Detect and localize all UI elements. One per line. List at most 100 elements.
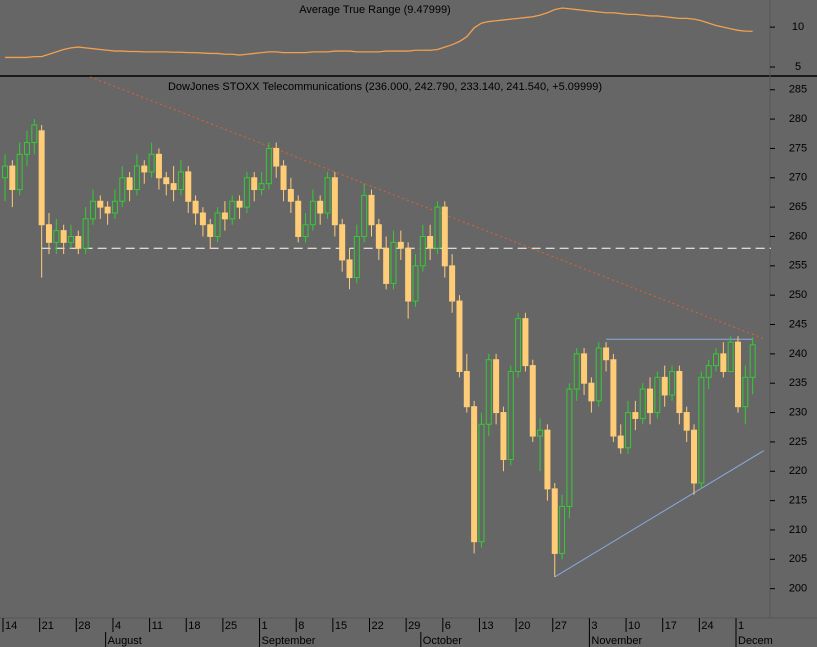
y-tick-label: 230: [789, 406, 807, 418]
month-label: November: [591, 635, 642, 647]
y-tick-label: 10: [792, 21, 804, 33]
candle-body: [529, 365, 536, 437]
candle-body: [390, 241, 397, 284]
candle-body: [551, 488, 558, 554]
candle-body: [192, 200, 199, 214]
candle-body: [104, 206, 111, 214]
y-tick-label: 245: [789, 318, 807, 330]
candle-body: [522, 318, 529, 367]
candle-body: [214, 212, 221, 237]
candle-body: [610, 359, 617, 437]
candle-body: [661, 376, 668, 396]
candle-body: [9, 165, 16, 191]
candle-body: [148, 153, 155, 173]
candle-body: [441, 206, 448, 267]
month-label: October: [423, 635, 462, 647]
candle-body: [45, 224, 52, 243]
y-tick-label: 220: [789, 465, 807, 477]
candle-body: [67, 235, 74, 243]
candle-body: [412, 265, 419, 302]
candle-body: [669, 370, 676, 396]
candle-body: [720, 353, 727, 372]
month-label: September: [262, 635, 316, 647]
x-tick-label: 18: [188, 620, 200, 632]
candle-body: [324, 177, 331, 214]
candle-body: [705, 365, 712, 378]
candle-body: [236, 200, 243, 208]
candle-body: [683, 412, 690, 431]
y-tick-label: 270: [789, 172, 807, 184]
candle-body: [97, 200, 104, 208]
candle-body: [573, 353, 580, 390]
candle-body: [698, 376, 705, 484]
x-tick-label: 11: [152, 620, 163, 632]
candle-body: [177, 171, 184, 191]
candle-body: [31, 124, 38, 144]
candle-body: [603, 347, 610, 361]
y-tick-label: 225: [789, 436, 807, 448]
candle-body: [133, 165, 140, 191]
candle-body: [485, 359, 492, 425]
candle-body: [243, 177, 250, 208]
candle-body: [111, 200, 118, 214]
x-tick-label: 28: [78, 620, 90, 632]
candle-body: [735, 341, 741, 408]
y-tick-label: 250: [789, 289, 807, 301]
candle-body: [625, 412, 632, 449]
candle-body: [544, 429, 551, 490]
candle-body: [471, 406, 478, 543]
atr-title: Average True Range (9.47999): [299, 4, 450, 16]
y-tick-label: 260: [789, 230, 807, 242]
y-tick-label: 265: [789, 201, 807, 213]
candle-body: [60, 230, 67, 243]
candle-body: [199, 212, 206, 226]
candle-body: [170, 183, 177, 191]
candle-body: [265, 147, 272, 185]
candle-body: [427, 235, 434, 249]
candle-body: [2, 165, 8, 179]
y-tick-label: 235: [789, 377, 807, 389]
candle-body: [89, 200, 96, 220]
candle-body: [749, 344, 756, 378]
candle-body: [119, 177, 126, 202]
candle-body: [38, 130, 45, 226]
candle-body: [691, 429, 698, 484]
candle-body: [632, 412, 639, 419]
y-tick-label: 5: [795, 61, 801, 73]
candle-body: [229, 200, 236, 220]
candle-body: [75, 235, 82, 249]
candle-body: [595, 347, 602, 402]
candle-body: [419, 235, 426, 267]
candle-body: [163, 177, 170, 185]
candle-body: [742, 376, 749, 408]
candle-body: [53, 230, 60, 243]
x-tick-label: 20: [518, 620, 530, 632]
candle-body: [280, 165, 287, 191]
candle-body: [295, 200, 302, 237]
candle-body: [126, 177, 133, 191]
candle-body: [654, 376, 661, 414]
candle-body: [302, 224, 309, 237]
x-tick-label: 3: [591, 620, 597, 632]
candle-body: [493, 359, 500, 414]
x-tick-label: 1: [738, 620, 744, 632]
candle-body: [185, 171, 192, 202]
candle-body: [353, 235, 360, 279]
candle-body: [251, 177, 258, 191]
atr-line: [5, 7, 753, 59]
x-tick-label: 27: [555, 620, 567, 632]
y-tick-label: 240: [789, 348, 807, 360]
x-tick-label: 14: [5, 620, 17, 632]
month-label: August: [108, 635, 142, 647]
candle-body: [647, 388, 654, 414]
x-tick-label: 17: [665, 620, 677, 632]
candle-body: [331, 177, 338, 226]
candle-body: [676, 370, 683, 414]
x-tick-label: 15: [335, 620, 347, 632]
x-tick-label: 4: [115, 620, 121, 632]
x-tick-label: 1: [262, 620, 268, 632]
candle-body: [515, 318, 522, 372]
candle-body: [397, 241, 404, 249]
candle-body: [82, 218, 89, 249]
